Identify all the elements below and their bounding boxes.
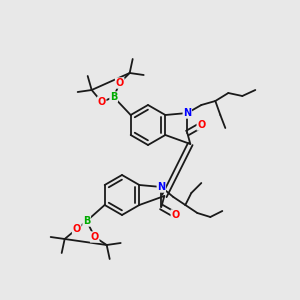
Text: O: O <box>116 78 124 88</box>
Text: O: O <box>171 210 179 220</box>
Text: O: O <box>197 120 206 130</box>
Text: O: O <box>91 232 99 242</box>
Text: O: O <box>98 97 106 107</box>
Text: N: N <box>157 182 165 192</box>
Text: O: O <box>73 224 81 234</box>
Text: B: B <box>83 216 90 226</box>
Text: N: N <box>183 108 191 118</box>
Text: B: B <box>110 92 117 102</box>
